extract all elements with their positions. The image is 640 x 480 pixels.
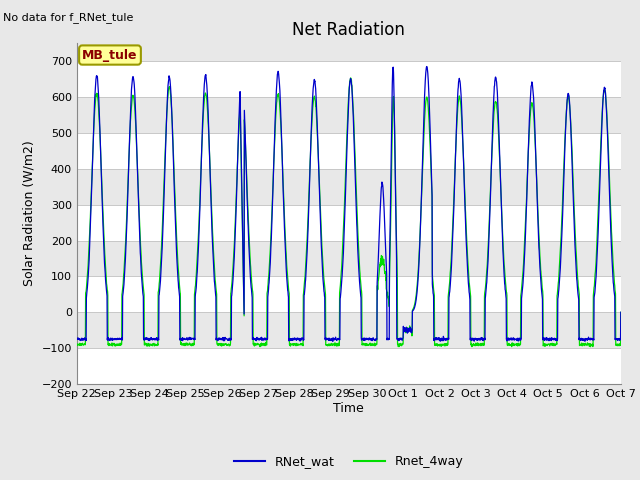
Bar <box>77 240 621 276</box>
Text: No data for f_RNet_tule: No data for f_RNet_tule <box>3 12 134 23</box>
Bar <box>77 61 621 97</box>
X-axis label: Time: Time <box>333 402 364 415</box>
Bar <box>77 312 621 348</box>
Bar <box>77 169 621 204</box>
Bar <box>77 276 621 312</box>
Text: MB_tule: MB_tule <box>82 48 138 61</box>
Bar <box>77 348 621 384</box>
Bar <box>77 204 621 240</box>
Bar <box>77 97 621 133</box>
Y-axis label: Solar Radiation (W/m2): Solar Radiation (W/m2) <box>23 141 36 287</box>
Title: Net Radiation: Net Radiation <box>292 21 405 39</box>
Legend: RNet_wat, Rnet_4way: RNet_wat, Rnet_4way <box>229 450 468 473</box>
Bar <box>77 133 621 169</box>
